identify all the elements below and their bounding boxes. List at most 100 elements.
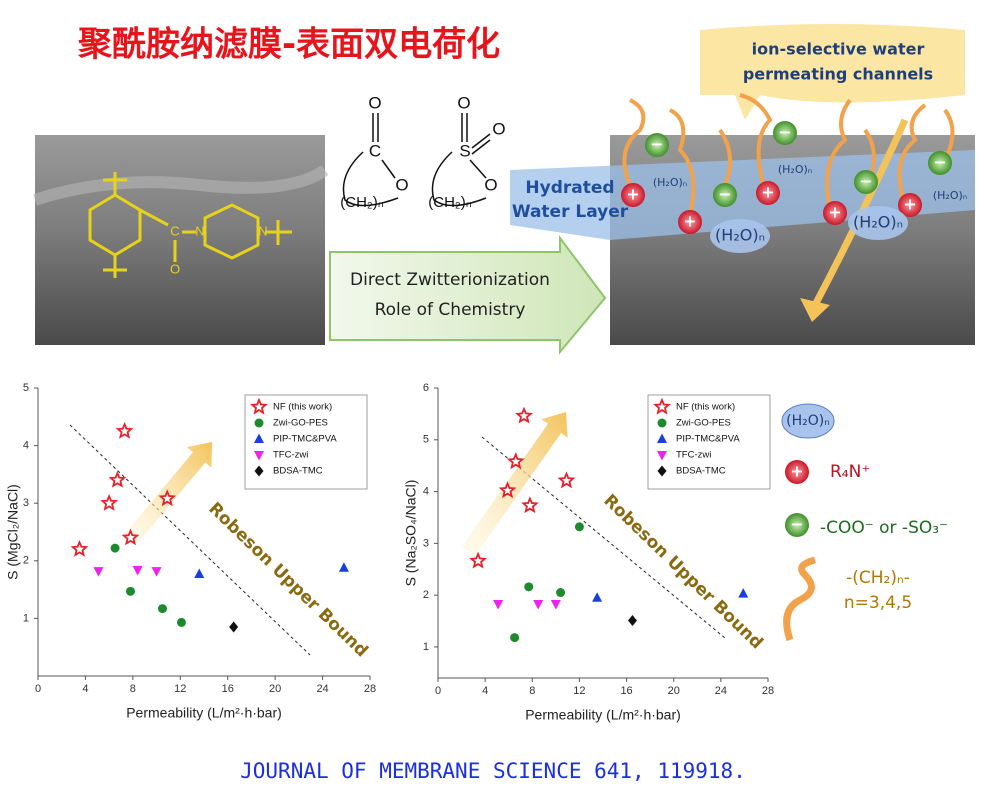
legend-label: PIP-TMC&PVA xyxy=(273,434,337,445)
y-tick-label: 3 xyxy=(423,537,429,549)
point xyxy=(524,582,534,592)
atom-label: O xyxy=(484,175,497,194)
water-cluster xyxy=(848,206,908,240)
legend-water: (H₂O)ₙ xyxy=(786,413,830,429)
y-tick-label: 4 xyxy=(423,485,429,497)
y-tick-label: 2 xyxy=(23,555,29,567)
upper-bound-line xyxy=(481,436,726,639)
upper-bound-line xyxy=(69,424,311,656)
x-tick-label: 0 xyxy=(35,683,41,695)
legend-marker xyxy=(254,418,264,428)
point xyxy=(194,568,205,579)
legend-marker xyxy=(254,451,264,461)
water-label: (H₂O)ₙ xyxy=(853,213,903,232)
citation: JOURNAL OF MEMBRANE SCIENCE 641, 119918. xyxy=(240,759,746,783)
atom-label: O xyxy=(395,175,408,194)
x-tick-label: 12 xyxy=(174,683,186,695)
y-tick-label: 1 xyxy=(23,612,29,624)
ion-sign: + xyxy=(828,203,841,222)
anion xyxy=(928,151,952,175)
point xyxy=(550,599,561,610)
ion-sign: − xyxy=(933,153,946,172)
y-tick-label: 1 xyxy=(423,641,429,653)
legend-label: Zwi-GO-PES xyxy=(676,418,731,429)
cation xyxy=(823,201,847,225)
channel-banner xyxy=(700,24,965,120)
point xyxy=(469,551,487,569)
flow-arrowhead xyxy=(800,298,830,322)
chain-label: (CH₂)ₙ xyxy=(428,194,471,211)
legend-marker xyxy=(657,433,667,443)
process-arrow xyxy=(329,235,607,355)
anion xyxy=(773,121,797,145)
water-cluster xyxy=(710,219,770,253)
legend-box xyxy=(244,394,368,490)
chem-bonds xyxy=(342,113,491,207)
layer-label: Water Layer xyxy=(512,202,629,222)
point xyxy=(338,562,349,572)
point xyxy=(110,543,120,553)
atom-label: C xyxy=(369,141,381,160)
cation xyxy=(678,210,702,234)
anion xyxy=(854,170,878,194)
x-tick-label: 20 xyxy=(668,685,680,697)
y-tick-label: 4 xyxy=(23,440,29,452)
x-tick-label: 12 xyxy=(573,685,585,697)
ions: ++++ +−−−−−(H₂O)ₙ(H₂O)ₙ(H₂O)ₙ(H₂O)ₙ(H₂O)ₙ xyxy=(621,121,967,253)
x-tick-label: 24 xyxy=(316,683,328,695)
water-label: (H₂O)ₙ xyxy=(933,189,967,202)
point xyxy=(151,567,162,577)
point xyxy=(125,586,135,596)
y-tick-label: 6 xyxy=(423,382,429,394)
water-label: (H₂O)ₙ xyxy=(653,176,687,189)
legend-label: NF (this work) xyxy=(273,402,332,413)
point xyxy=(556,588,566,598)
x-tick-label: 28 xyxy=(762,685,774,697)
x-axis-label: Permeability (L/m²·h·bar) xyxy=(126,705,282,721)
ion-sign: − xyxy=(650,135,663,154)
atom-label: S xyxy=(459,141,470,160)
anion-icon xyxy=(785,513,809,537)
point xyxy=(515,406,533,424)
x-tick-label: 0 xyxy=(435,685,441,697)
point xyxy=(70,540,89,557)
anion xyxy=(645,133,669,157)
atom-label: N xyxy=(195,223,204,238)
point xyxy=(557,471,576,489)
point xyxy=(510,633,520,643)
slide-title: 聚酰胺纳滤膜-表面双电荷化 xyxy=(77,25,500,65)
x-tick-label: 4 xyxy=(82,683,88,695)
atom-label: O xyxy=(457,93,470,112)
chain-icon xyxy=(783,556,816,642)
x-tick-label: 24 xyxy=(715,685,727,697)
point xyxy=(506,452,525,470)
atom-label: O xyxy=(368,93,381,112)
cation-icon xyxy=(785,460,809,484)
atom-label: C xyxy=(170,223,179,238)
legend-label: NF (this work) xyxy=(676,402,735,413)
point xyxy=(498,481,517,499)
point xyxy=(533,599,544,610)
water-icon xyxy=(781,403,835,439)
point xyxy=(627,615,637,627)
x-tick-label: 28 xyxy=(364,683,376,695)
ion-sign: − xyxy=(718,185,731,204)
annotation: Robeson Upper Bound xyxy=(204,499,371,662)
arrow-text: Direct Zwitterionization xyxy=(350,270,550,290)
legend-marker xyxy=(657,418,667,428)
x-tick-label: 4 xyxy=(482,685,488,697)
y-tick-label: 2 xyxy=(423,589,429,601)
ion-sign: − xyxy=(778,123,791,142)
point xyxy=(229,621,239,633)
trend-arrow xyxy=(461,412,568,557)
y-axis-label: S (Na₂SO₄/NaCl) xyxy=(403,480,419,587)
point xyxy=(574,522,584,532)
legend-marker xyxy=(254,433,264,443)
legend-label: TFC-zwi xyxy=(676,450,711,461)
point xyxy=(592,592,603,602)
ion-sign: + xyxy=(761,183,774,202)
x-tick-label: 8 xyxy=(529,685,535,697)
legend-label: PIP-TMC&PVA xyxy=(676,434,740,445)
legend-marker xyxy=(254,465,264,477)
point xyxy=(108,470,127,488)
